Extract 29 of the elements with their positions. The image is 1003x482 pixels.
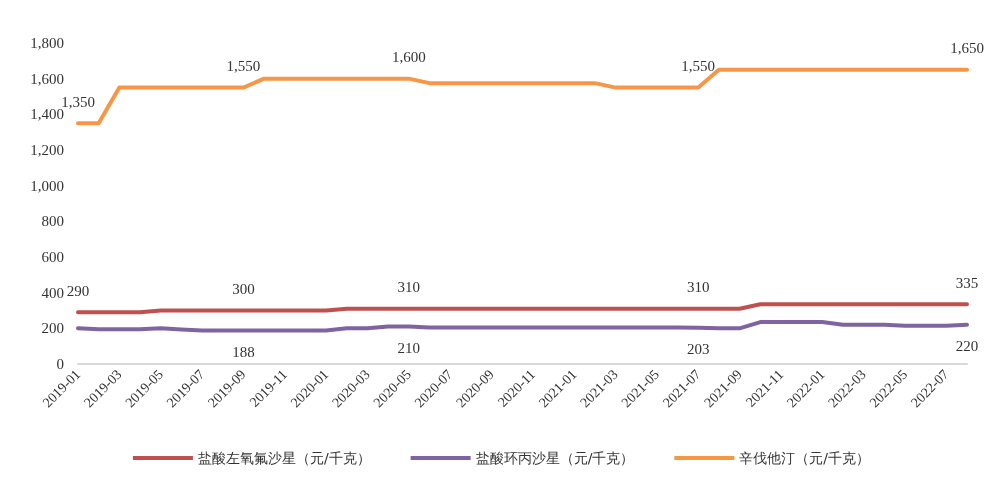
data-label: 1,550 [226,58,261,75]
line-series [76,302,969,315]
data-label: 203 [686,341,710,358]
data-label: 188 [232,343,255,360]
data-label: 1,550 [681,58,716,75]
legend-label: 盐酸左氧氟沙星（元/千克） [197,450,371,466]
line-series [76,320,969,333]
data-label: 310 [397,279,421,296]
data-label: 1,650 [950,40,984,57]
y-tick-label: 1,000 [30,177,64,194]
y-tick-label: 1,400 [30,106,64,123]
y-tick-label: 1,800 [30,35,64,51]
data-label: 210 [397,340,421,357]
legend-label: 盐酸环丙沙星（元/千克） [475,450,635,466]
data-label: 300 [232,281,255,297]
y-tick-label: 600 [41,249,64,265]
data-label: 1,350 [61,93,95,110]
data-label: 310 [686,279,710,296]
data-label: 220 [955,338,979,355]
y-tick-label: 200 [41,320,64,337]
data-label: 1,600 [391,49,426,66]
y-tick-label: 0 [56,356,64,372]
y-tick-label: 400 [41,284,64,301]
y-tick-label: 800 [41,213,64,230]
data-label: 290 [66,282,90,299]
data-label: 335 [955,274,979,291]
y-tick-label: 1,600 [30,70,64,87]
legend-label: 辛伐他汀（元/千克） [739,450,871,466]
y-tick-label: 1,200 [30,142,64,158]
